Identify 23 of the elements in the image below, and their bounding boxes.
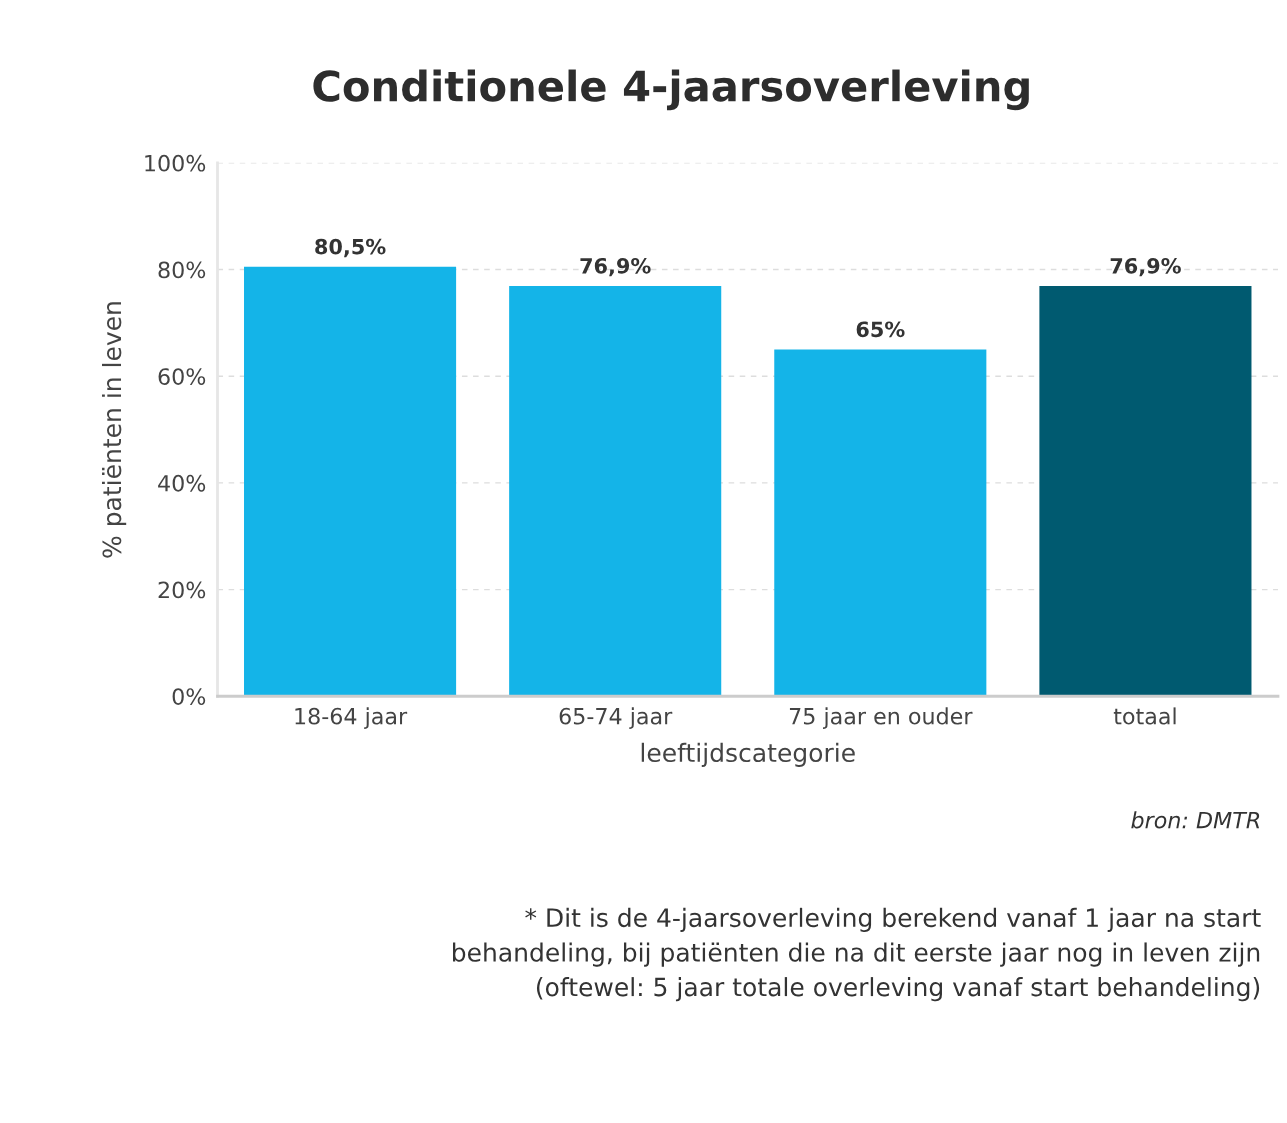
text: bron: DMTR (1131, 811, 1260, 829)
data-label: 76,9% (580, 257, 651, 277)
y-axis-title: % patiënten in leven (102, 302, 127, 558)
x-tick-label: 18-64 jaar (295, 707, 408, 729)
y-tick-label: 40% (158, 474, 206, 492)
chart-title: Conditionele 4-jaarsoverleving (313, 69, 1029, 111)
data-label: 76,9% (1110, 257, 1181, 277)
y-tick-label: 100% (145, 154, 206, 172)
y-tick-label: 0% (172, 688, 206, 706)
x-tick-label: totaal (1113, 707, 1176, 725)
y-tick-label: 60% (158, 368, 206, 385)
bar (244, 266, 457, 697)
y-tick-label: 80% (158, 261, 206, 279)
text: * Dit is de 4-jaarsoverleving berekend vanaf 1 jaar na start behandeling, bij patiënten die na dit eerste jaar nog in leven zijn (oftewel: 5 jaar totale overleving vanaf start behandeling) (453, 907, 1261, 1002)
data-label: 65% (856, 321, 905, 338)
bar (509, 286, 722, 697)
bar (1039, 286, 1252, 697)
y-tick-label: 20% (158, 581, 206, 599)
x-axis-title: leeftijdscategorie (641, 742, 855, 767)
x-tick-label: 75 jaar en ouder (789, 707, 973, 729)
bar (774, 349, 987, 697)
x-tick-label: 65-74 jaar (559, 707, 673, 729)
data-label: 80,5% (315, 238, 386, 258)
